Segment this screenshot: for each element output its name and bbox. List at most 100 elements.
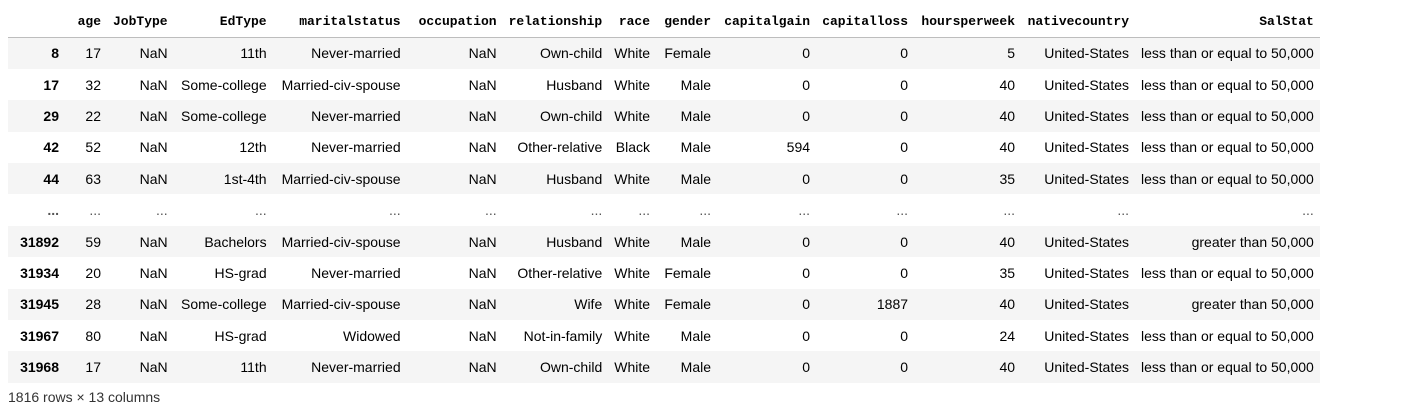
table-cell: HS-grad (214, 327, 267, 344)
table-cell: 11th (240, 45, 267, 62)
table-cell: Other-relative (517, 264, 603, 281)
table-cell: ... (89, 202, 101, 219)
table-cell: 11th (240, 359, 267, 376)
row-index: 31892 (20, 233, 59, 250)
table-header-row: age JobType EdType maritalstatus occupation r… (8, 5, 1320, 38)
table-cell: 0 (802, 296, 811, 313)
table-row: 31945 28 NaN Some-college Married-civ-spouse… (8, 288, 1320, 321)
table-row: 31934 20 NaN HS-grad Never-married NaN Other-r… (8, 257, 1320, 289)
table-cell: Married-civ-spouse (281, 170, 401, 187)
table-cell: United-States (1044, 170, 1130, 187)
table-cell: 17 (85, 45, 101, 62)
table-cell: 22 (85, 107, 101, 124)
table-cell: ... (896, 202, 909, 219)
table-cell: NaN (139, 170, 168, 187)
table-row: 8 17 NaN 11th Never-married NaN Own-child White… (8, 37, 1320, 69)
table-cell: Husband (546, 170, 603, 187)
column-header: hoursperweek (914, 5, 1022, 38)
table-cell: 32 (85, 76, 101, 93)
table-cell: Male (680, 170, 712, 187)
table-cell: 40 (999, 296, 1016, 313)
table-cell: NaN (468, 327, 497, 344)
table-cell: greater than 50,000 (1191, 233, 1314, 250)
table-cell: 40 (999, 139, 1016, 156)
row-index: 31968 (20, 359, 59, 376)
table-cell: Other-relative (517, 139, 603, 156)
table-cell: White (614, 107, 651, 124)
table-cell: United-States (1044, 76, 1130, 93)
table-cell: 59 (85, 233, 101, 250)
table-cell: 0 (802, 264, 811, 281)
table-cell: ... (638, 202, 651, 219)
table-cell: 0 (802, 45, 811, 62)
column-header: EdType (173, 5, 273, 38)
table-cell: 35 (999, 264, 1016, 281)
table-cell: White (614, 296, 651, 313)
table-cell: 0 (900, 233, 909, 250)
table-row: 31967 80 NaN HS-grad Widowed NaN Not-in-family… (8, 320, 1320, 352)
dataframe-output: age JobType EdType maritalstatus occupation r… (8, 5, 1320, 383)
table-cell: United-States (1044, 327, 1130, 344)
table-cell: 52 (85, 139, 101, 156)
table-cell: 12th (239, 139, 267, 156)
table-cell: NaN (139, 233, 168, 250)
table-cell: Some-college (181, 76, 267, 93)
column-header: maritalstatus (272, 5, 407, 38)
table-cell: ... (699, 202, 712, 219)
table-cell: NaN (139, 139, 168, 156)
table-cell: 0 (802, 359, 811, 376)
table-cell: ... (1117, 202, 1130, 219)
table-cell: ... (798, 202, 811, 219)
table-cell: Male (680, 327, 712, 344)
table-cell: 24 (999, 327, 1016, 344)
table-cell: Bachelors (204, 233, 267, 250)
table-cell: 0 (802, 233, 811, 250)
table-cell: Married-civ-spouse (281, 76, 401, 93)
column-header: relationship (502, 5, 609, 38)
table-cell: 0 (900, 76, 909, 93)
table-cell: Male (680, 107, 712, 124)
table-cell: NaN (468, 359, 497, 376)
table-cell: less than or equal to 50,000 (1141, 45, 1314, 62)
table-cell: ... (155, 202, 168, 219)
table-cell: White (614, 45, 651, 62)
table-cell: 20 (85, 264, 101, 281)
table-cell: NaN (468, 139, 497, 156)
row-index: 42 (43, 139, 59, 156)
table-cell: NaN (139, 359, 168, 376)
table-cell: Female (664, 45, 712, 62)
table-cell: 0 (900, 170, 909, 187)
table-cell: Male (680, 359, 712, 376)
table-cell: NaN (139, 76, 168, 93)
table-cell: Some-college (181, 107, 267, 124)
table-row: 42 52 NaN 12th Never-married NaN Other-relativ… (8, 131, 1320, 164)
column-header: capitalloss (816, 5, 915, 38)
row-index: ... (47, 202, 59, 219)
table-cell: Widowed (343, 327, 401, 344)
table-cell: ... (484, 202, 497, 219)
table-cell: United-States (1044, 107, 1130, 124)
table-cell: White (614, 76, 651, 93)
table-cell: NaN (139, 296, 168, 313)
table-cell: 40 (999, 76, 1016, 93)
table-cell: Own-child (539, 107, 603, 124)
column-header: SalStat (1135, 5, 1320, 38)
table-cell: 0 (802, 327, 811, 344)
table-cell: NaN (139, 107, 168, 124)
table-cell: Some-college (181, 296, 267, 313)
ellipsis-row: ........................................… (8, 194, 1320, 226)
table-cell: Female (664, 296, 712, 313)
table-row: 31892 59 NaN Bachelors Married-civ-spouse NaN… (8, 225, 1320, 258)
table-cell: 40 (999, 359, 1016, 376)
table-cell: White (614, 327, 651, 344)
table-cell: 0 (802, 107, 811, 124)
table-cell: HS-grad (214, 264, 267, 281)
table-cell: 1st-4th (223, 170, 267, 187)
table-cell: Never-married (311, 45, 401, 62)
table-cell: 0 (802, 170, 811, 187)
table-cell: Husband (546, 76, 603, 93)
table-cell: 594 (786, 139, 811, 156)
column-header: age (65, 5, 107, 38)
table-cell: less than or equal to 50,000 (1141, 327, 1314, 344)
table-cell: 80 (85, 327, 101, 344)
